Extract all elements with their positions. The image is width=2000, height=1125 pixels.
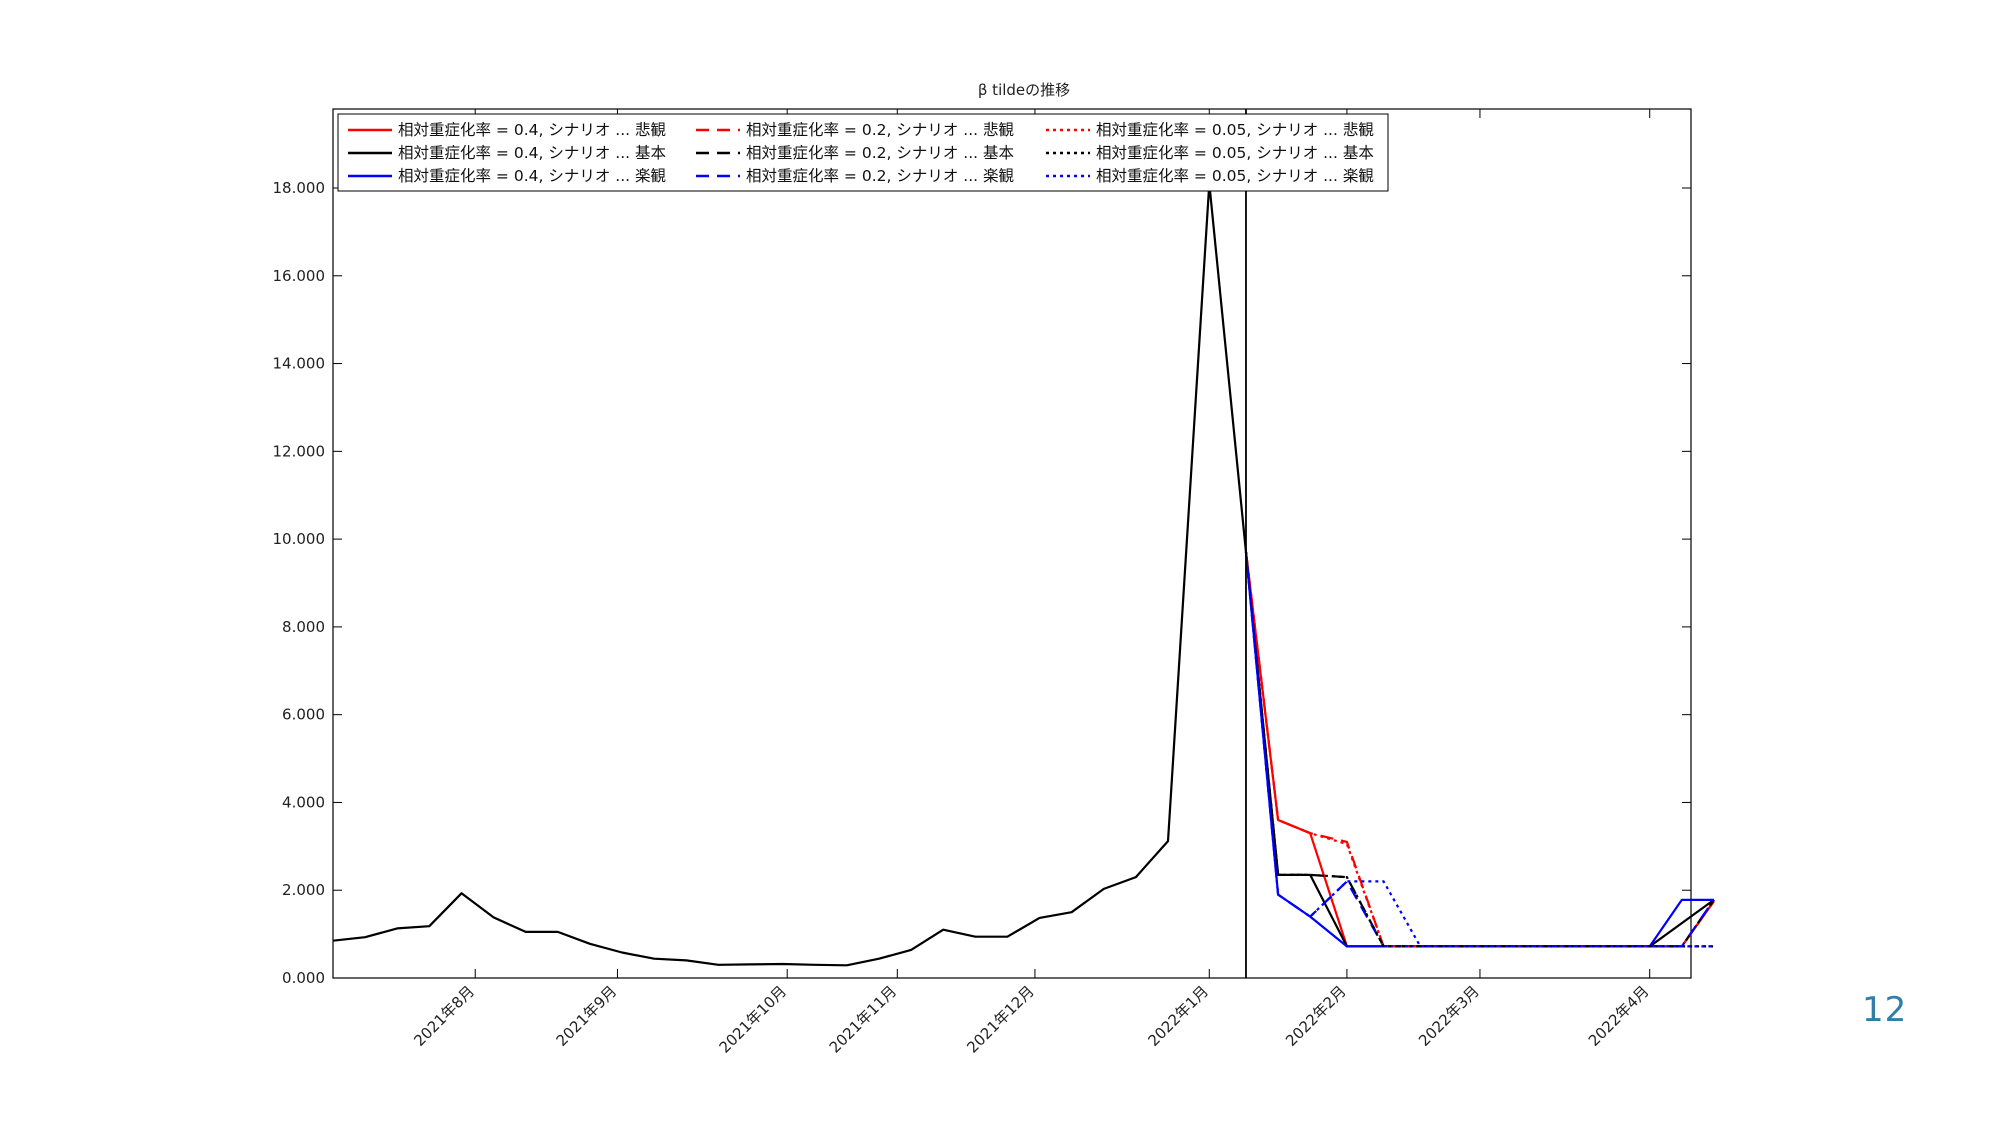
legend-label: 相対重症化率 = 0.2, シナリオ ... 基本 [746,144,1014,162]
legend-label: 相対重症化率 = 0.05, シナリオ ... 楽観 [1096,167,1374,185]
legend-label: 相対重症化率 = 0.05, シナリオ ... 基本 [1096,144,1374,162]
x-tick-label: 2022年2月 [1282,982,1350,1050]
legend-label: 相対重症化率 = 0.4, シナリオ ... 悲観 [398,121,666,139]
history-line [332,182,1248,967]
x-tick-label: 2021年8月 [410,982,478,1050]
y-tick-label: 18.000 [273,179,326,197]
x-tick-label: 2022年1月 [1144,982,1212,1050]
legend-label: 相対重症化率 = 0.4, シナリオ ... 基本 [398,144,666,162]
series-line [1244,552,1715,948]
plot-area [332,108,1692,979]
chart-title: β tildeの推移 [978,81,1070,99]
series-line [1244,552,1714,948]
y-tick-label: 0.000 [282,969,325,987]
history-layer [332,182,1248,967]
legend-label: 相対重症化率 = 0.4, シナリオ ... 楽観 [398,167,666,185]
series-layer [1244,552,1715,948]
series-line [1244,552,1715,948]
y-tick-label: 10.000 [273,530,326,548]
y-tick-label: 16.000 [273,267,326,285]
y-tick-label: 6.000 [282,706,325,724]
y-tick-label: 2.000 [282,881,325,899]
series-line [1244,552,1714,948]
x-tick-label: 2021年11月 [826,982,900,1056]
x-tick-label: 2021年12月 [963,982,1037,1056]
y-tick-label: 12.000 [273,442,326,460]
x-tick-label: 2022年3月 [1415,982,1483,1050]
y-tick-label: 4.000 [282,793,325,811]
y-tick-label: 8.000 [282,618,325,636]
legend-label: 相対重症化率 = 0.2, シナリオ ... 楽観 [746,167,1014,185]
x-tick-label: 2021年10月 [716,982,790,1056]
x-tick-label: 2021年9月 [553,982,621,1050]
legend-label: 相対重症化率 = 0.2, シナリオ ... 悲観 [746,121,1014,139]
legend-label: 相対重症化率 = 0.05, シナリオ ... 悲観 [1096,121,1374,139]
legend-box [337,113,1389,192]
x-tick-label: 2022年4月 [1585,982,1653,1050]
page-number: 12 [1862,990,1908,1030]
y-tick-label: 14.000 [273,355,326,373]
